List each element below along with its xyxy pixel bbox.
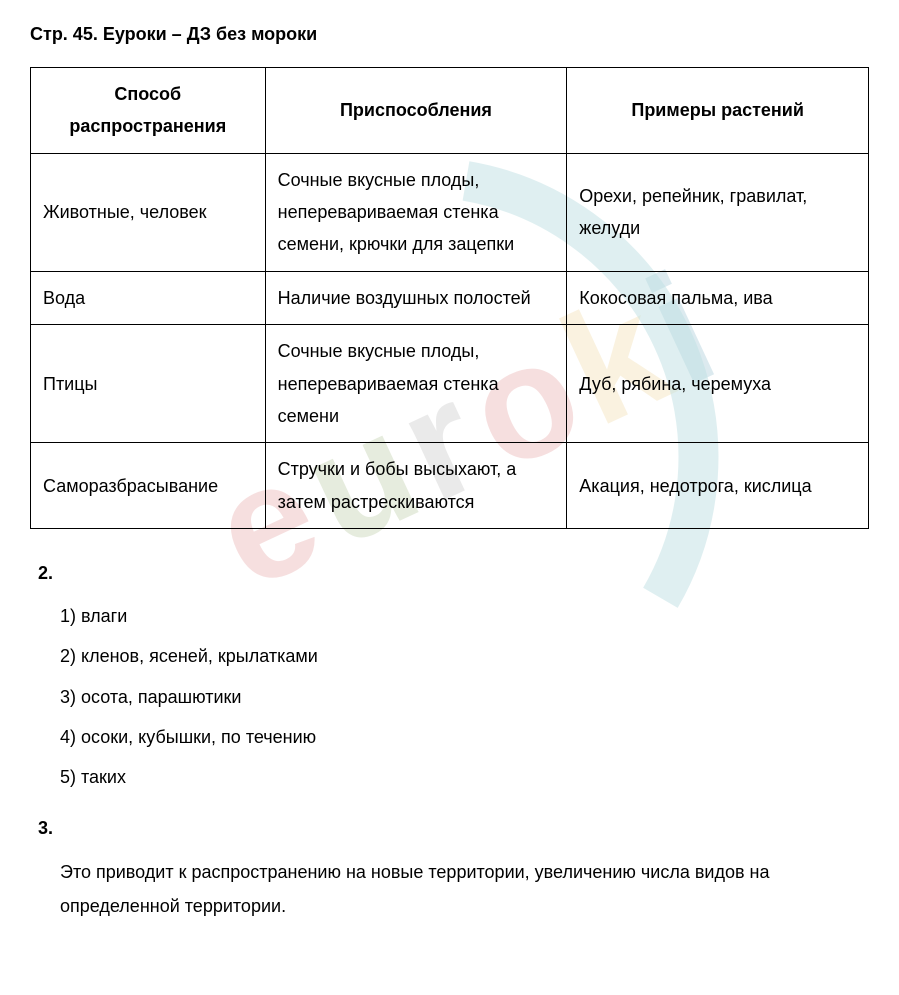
- table-row: Птицы Сочные вкусные плоды, непереварива…: [31, 325, 869, 443]
- cell-method: Вода: [31, 271, 266, 324]
- cell-method: Животные, человек: [31, 153, 266, 271]
- list-item: 2) кленов, ясеней, крылатками: [60, 640, 869, 672]
- list-item: 4) осоки, кубышки, по течению: [60, 721, 869, 753]
- cell-adaptation: Сочные вкусные плоды, неперевариваемая с…: [265, 153, 567, 271]
- table-header-adaptation: Приспособления: [265, 67, 567, 153]
- table-row: Саморазбрасывание Стручки и бобы высыхаю…: [31, 443, 869, 529]
- section-2-list: 1) влаги 2) кленов, ясеней, крылатками 3…: [60, 600, 869, 794]
- list-item: 3) осота, парашютики: [60, 681, 869, 713]
- section-2-number: 2.: [38, 559, 869, 588]
- cell-examples: Кокосовая пальма, ива: [567, 271, 869, 324]
- cell-adaptation: Сочные вкусные плоды, неперевариваемая с…: [265, 325, 567, 443]
- table-header-row: Способ распространения Приспособления Пр…: [31, 67, 869, 153]
- section-3-number: 3.: [38, 814, 869, 843]
- list-item: 5) таких: [60, 761, 869, 793]
- cell-examples: Дуб, рябина, черемуха: [567, 325, 869, 443]
- table-header-method: Способ распространения: [31, 67, 266, 153]
- cell-examples: Акация, недотрога, кислица: [567, 443, 869, 529]
- page-title: Стр. 45. Еуроки – ДЗ без мороки: [30, 20, 869, 49]
- table-header-examples: Примеры растений: [567, 67, 869, 153]
- section-3-paragraph: Это приводит к распространению на новые …: [60, 855, 869, 923]
- table-row: Вода Наличие воздушных полостей Кокосова…: [31, 271, 869, 324]
- cell-adaptation: Стручки и бобы высыхают, а затем растрес…: [265, 443, 567, 529]
- table-row: Животные, человек Сочные вкусные плоды, …: [31, 153, 869, 271]
- cell-method: Саморазбрасывание: [31, 443, 266, 529]
- list-item: 1) влаги: [60, 600, 869, 632]
- cell-method: Птицы: [31, 325, 266, 443]
- dispersal-table: Способ распространения Приспособления Пр…: [30, 67, 869, 529]
- cell-examples: Орехи, репейник, гравилат, желуди: [567, 153, 869, 271]
- cell-adaptation: Наличие воздушных полостей: [265, 271, 567, 324]
- main-content: Стр. 45. Еуроки – ДЗ без мороки Способ р…: [30, 20, 869, 923]
